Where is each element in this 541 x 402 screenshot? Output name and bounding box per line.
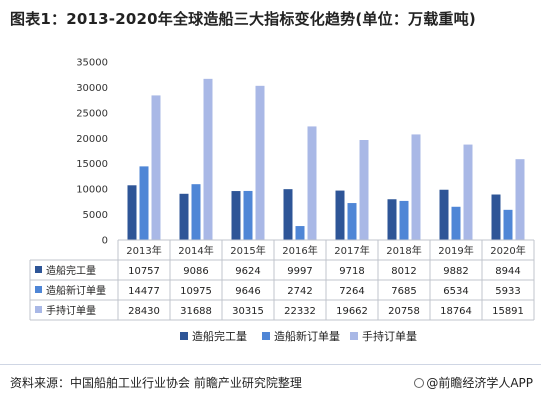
legend-swatch-2 <box>350 332 358 340</box>
legend-swatch-1 <box>262 332 270 340</box>
x-tick-label-4: 2017年 <box>334 244 369 257</box>
bar-0-0 <box>127 185 137 240</box>
table-cell-1-7: 5933 <box>495 286 520 297</box>
y-tick-label-3: 15000 <box>76 159 108 170</box>
legend-label-0: 造船完工量 <box>192 329 247 343</box>
bar-0-7 <box>491 194 501 240</box>
table-cell-1-5: 7685 <box>391 286 416 297</box>
bar-0-5 <box>387 199 397 240</box>
table-cell-0-7: 8944 <box>495 266 520 277</box>
bar-2-6 <box>463 144 473 240</box>
y-tick-label-0: 0 <box>102 236 108 247</box>
x-tick-label-3: 2016年 <box>282 244 317 257</box>
table-row-label-2: 手持订单量 <box>46 304 96 317</box>
footer-divider <box>0 364 541 365</box>
bar-1-2 <box>243 190 253 240</box>
table-cell-1-6: 6534 <box>443 286 468 297</box>
table-key-0 <box>35 266 42 273</box>
y-tick-label-4: 20000 <box>76 134 108 145</box>
legend-label-1: 造船新订单量 <box>274 329 340 343</box>
table-key-1 <box>35 286 42 293</box>
bar-2-5 <box>411 134 421 240</box>
table-cell-2-1: 31688 <box>180 306 212 317</box>
x-tick-label-5: 2018年 <box>386 244 421 257</box>
bar-1-4 <box>347 203 357 240</box>
bar-2-3 <box>307 126 317 240</box>
bar-1-6 <box>451 206 461 240</box>
table-key-2 <box>35 306 42 313</box>
bar-2-2 <box>255 85 265 240</box>
table-cell-1-1: 10975 <box>180 286 212 297</box>
y-tick-label-5: 25000 <box>76 108 108 119</box>
bar-chart: 0 5000 10000 15000 20000 25000 30000 35000 2013年… <box>29 58 535 343</box>
table-cell-1-2: 9646 <box>235 286 260 297</box>
bar-0-4 <box>335 190 345 240</box>
chart-title: 图表1：2013-2020年全球造船三大指标变化趋势(单位：万载重吨) <box>10 10 476 28</box>
y-tick-label-6: 30000 <box>76 83 108 94</box>
bar-0-6 <box>439 189 449 240</box>
table-cell-0-5: 8012 <box>391 266 416 277</box>
table-cell-0-6: 9882 <box>443 266 468 277</box>
brand-label: @前瞻经济学人APP <box>414 374 533 391</box>
table-cell-2-7: 15891 <box>492 306 524 317</box>
table-cell-2-0: 28430 <box>128 306 160 317</box>
table-cell-2-2: 30315 <box>232 306 264 317</box>
table-cell-1-3: 2742 <box>287 286 312 297</box>
y-tick-label-2: 10000 <box>76 185 108 196</box>
brand-text: @前瞻经济学人APP <box>426 376 533 390</box>
table-cell-0-3: 9997 <box>287 266 312 277</box>
bar-0-2 <box>231 191 241 240</box>
legend-label-2: 手持订单量 <box>362 329 417 343</box>
x-tick-label-7: 2020年 <box>490 244 525 257</box>
bar-0-1 <box>179 193 189 240</box>
table-row-label-1: 造船新订单量 <box>46 284 106 297</box>
bar-1-3 <box>295 226 305 240</box>
bar-1-1 <box>191 184 201 240</box>
table-cell-1-4: 7264 <box>339 286 364 297</box>
table-cell-0-1: 9086 <box>183 266 208 277</box>
bar-2-4 <box>359 140 369 240</box>
bar-1-0 <box>139 166 149 240</box>
bar-0-3 <box>283 189 293 240</box>
y-tick-label-1: 5000 <box>83 210 108 221</box>
source-note: 资料来源：中国船舶工业行业协会 前瞻产业研究院整理 <box>10 376 302 390</box>
table-cell-2-4: 19662 <box>336 306 368 317</box>
x-tick-label-0: 2013年 <box>126 244 161 257</box>
table-cell-0-0: 10757 <box>128 266 160 277</box>
bar-2-7 <box>515 159 525 240</box>
bar-1-7 <box>503 209 513 240</box>
table-cell-0-2: 9624 <box>235 266 260 277</box>
bar-1-5 <box>399 200 409 240</box>
x-tick-label-6: 2019年 <box>438 244 473 257</box>
table-cell-0-4: 9718 <box>339 266 364 277</box>
table-cell-1-0: 14477 <box>128 286 160 297</box>
y-tick-label-7: 35000 <box>76 58 108 69</box>
legend-swatch-0 <box>180 332 188 340</box>
brand-logo-icon <box>414 378 425 388</box>
x-tick-label-1: 2014年 <box>178 244 213 257</box>
table-row-label-0: 造船完工量 <box>46 264 96 277</box>
table-cell-2-3: 22332 <box>284 306 316 317</box>
x-tick-label-2: 2015年 <box>230 244 265 257</box>
bar-2-1 <box>203 78 213 240</box>
table-cell-2-5: 20758 <box>388 306 420 317</box>
table-cell-2-6: 18764 <box>440 306 472 317</box>
bar-2-0 <box>151 95 161 240</box>
